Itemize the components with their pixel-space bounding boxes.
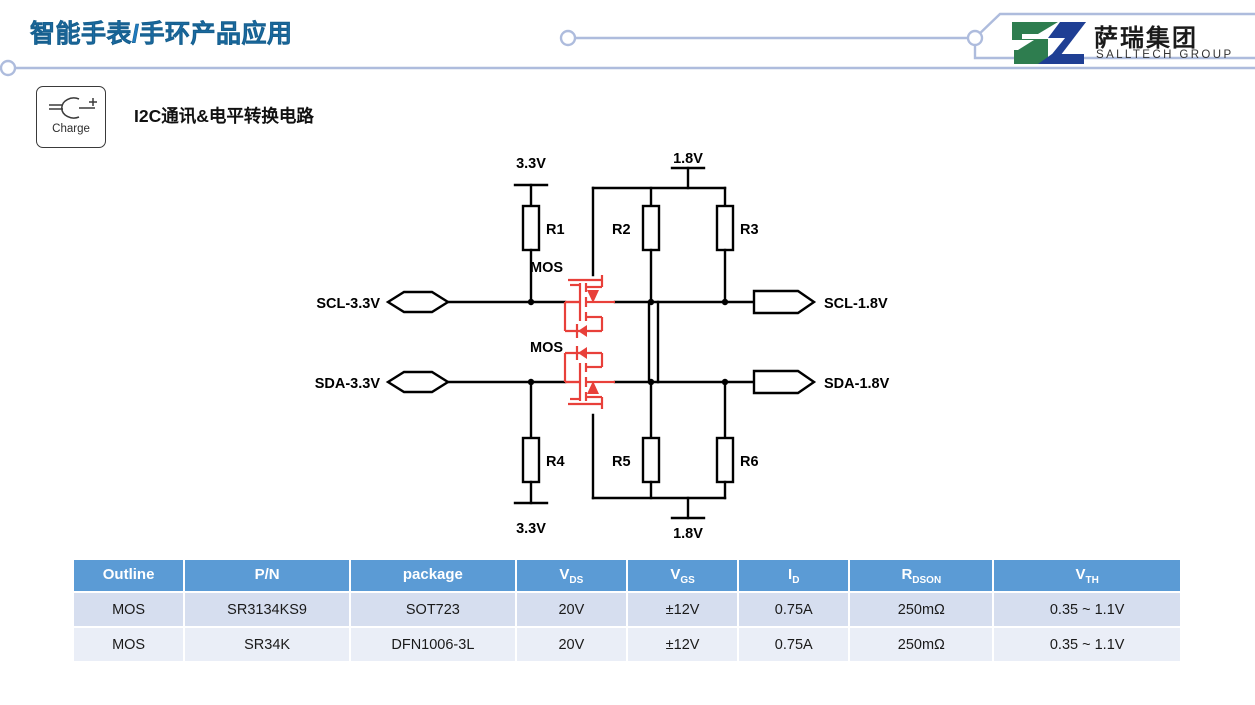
header-text: package [402, 565, 463, 583]
header-sub: TH [1085, 574, 1099, 586]
port-label-scl-right: SCL-1.8V [824, 296, 888, 312]
header-text: V [670, 565, 681, 583]
mosfet-label-scl: MOS [530, 260, 563, 276]
charge-badge: Charge [36, 86, 106, 148]
resistor-label-R1: R1 [546, 222, 565, 238]
header-text: V [559, 565, 570, 583]
header-sub: GS [680, 574, 695, 586]
table-cell: DFN1006-3L [350, 628, 515, 661]
table-cell: MOS [74, 593, 184, 626]
page-title: 智能手表/手环产品应用 [30, 20, 293, 49]
table-cell: SR3134KS9 [185, 593, 349, 626]
port-shape-sda-right [752, 369, 817, 395]
table-cell: SR34K [185, 628, 349, 661]
logo-mark-icon [1012, 22, 1086, 64]
table-cell: 0.35 ~ 1.1V [994, 628, 1180, 661]
table-cell: ±12V [627, 628, 738, 661]
circuit-diagram: MOS MOS 3.3V 1.8V 3.3V 1.8V R1 R2 R3 R4 … [315, 151, 890, 540]
table-cell: MOS [74, 628, 184, 661]
table-header-cell: Outline [74, 560, 184, 591]
table-header-cell: VDS [516, 560, 626, 591]
header-sub: DS [569, 574, 584, 586]
deco-node-left [0, 59, 17, 77]
port-shape-scl-left [385, 290, 451, 314]
deco-node-mid [559, 29, 577, 47]
table-header-cell: package [350, 560, 515, 591]
port-label-sda-right: SDA-1.8V [824, 376, 890, 392]
table-header-row: Outline P/N package VDS VGS ID RDSON VTH [74, 560, 1180, 591]
table-row: MOS SR34K DFN1006-3L 20V ±12V 0.75A 250m… [74, 628, 1180, 661]
rail-label-top-right: 1.8V [673, 151, 703, 167]
header-sub: DSON [912, 574, 942, 586]
resistor-label-R4: R4 [546, 454, 565, 470]
table-header-cell: VTH [994, 560, 1180, 591]
resistor-label-R3: R3 [740, 222, 759, 238]
table-header-cell: ID [739, 560, 849, 591]
table-cell: 0.35 ~ 1.1V [994, 593, 1180, 626]
port-shape-scl-right [752, 289, 817, 315]
table-cell: 250mΩ [850, 628, 993, 661]
deco-node-right [966, 29, 984, 47]
mosfet-symbol-scl [563, 275, 615, 338]
table-header-cell: RDSON [850, 560, 993, 591]
rail-label-top-left: 3.3V [516, 156, 546, 172]
company-logo: 萨瑞集团 SALLTECH GROUP [1008, 16, 1248, 70]
table-cell: 20V [516, 593, 626, 626]
header-text: R [901, 565, 913, 583]
mosfet-label-sda: MOS [530, 340, 563, 356]
resistor-R2-body [641, 204, 661, 252]
resistor-R6-body [715, 436, 735, 484]
resistor-label-R5: R5 [612, 454, 631, 470]
header-decoration [0, 12, 1255, 77]
table-cell: 20V [516, 628, 626, 661]
specification-table: Outline P/N package VDS VGS ID RDSON VTH… [72, 558, 1182, 663]
rail-label-bottom-left: 3.3V [516, 521, 546, 537]
header-text: I [788, 565, 793, 583]
mosfet-symbol-sda [563, 346, 615, 409]
resistor-label-R6: R6 [740, 454, 759, 470]
battery-charge-icon [49, 97, 97, 119]
rail-label-bottom-right: 1.8V [673, 526, 703, 540]
port-label-scl-left: SCL-3.3V [316, 296, 380, 312]
table-cell: 0.75A [739, 593, 849, 626]
table-cell: 0.75A [739, 628, 849, 661]
port-shape-sda-left [385, 370, 451, 394]
table-row: MOS SR3134KS9 SOT723 20V ±12V 0.75A 250m… [74, 593, 1180, 626]
table-header-cell: VGS [627, 560, 738, 591]
charge-badge-label: Charge [52, 123, 90, 135]
resistor-R5-body [641, 436, 661, 484]
table-cell: 250mΩ [850, 593, 993, 626]
resistor-R4-body [521, 436, 541, 484]
header-text: Outline [102, 565, 155, 583]
resistor-R1-body [521, 204, 541, 252]
section-title: I2C通讯&电平转换电路 [134, 106, 314, 126]
table-cell: ±12V [627, 593, 738, 626]
resistor-R3-body [715, 204, 735, 252]
header-text: P/N [254, 565, 280, 583]
logo-company-name-en: SALLTECH GROUP [1096, 49, 1234, 61]
logo-company-name-cn: 萨瑞集团 [1094, 25, 1198, 52]
header-sub: D [792, 574, 800, 586]
table-cell: SOT723 [350, 593, 515, 626]
port-label-sda-left: SDA-3.3V [315, 376, 381, 392]
table-header-cell: P/N [185, 560, 349, 591]
header-text: V [1075, 565, 1086, 583]
resistor-label-R2: R2 [612, 222, 631, 238]
